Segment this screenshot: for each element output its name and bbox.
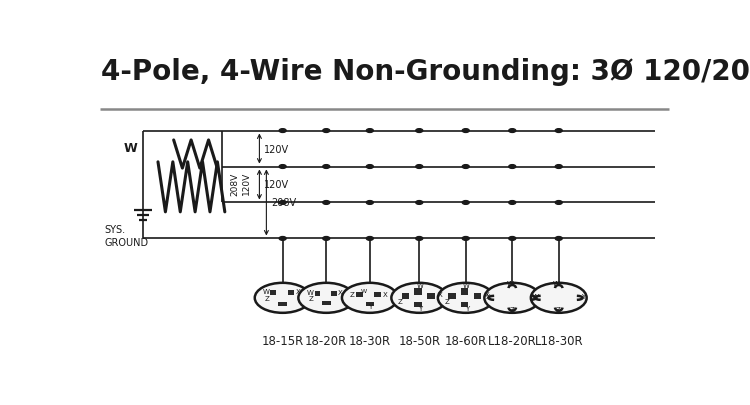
Text: X: X	[438, 292, 442, 298]
Text: 208V: 208V	[230, 173, 239, 196]
Text: X: X	[338, 289, 343, 295]
Text: W: W	[416, 282, 423, 288]
Text: W: W	[463, 282, 470, 288]
FancyBboxPatch shape	[448, 293, 456, 300]
Circle shape	[279, 237, 286, 241]
Text: Z: Z	[509, 307, 514, 313]
Text: W: W	[124, 142, 137, 155]
Circle shape	[366, 237, 374, 241]
FancyBboxPatch shape	[356, 292, 363, 297]
Text: Y: Y	[419, 305, 422, 311]
Circle shape	[509, 129, 516, 133]
Circle shape	[509, 201, 516, 205]
Circle shape	[416, 165, 423, 169]
Circle shape	[462, 237, 470, 241]
Circle shape	[322, 165, 330, 169]
Circle shape	[279, 129, 286, 133]
Circle shape	[322, 129, 330, 133]
FancyBboxPatch shape	[322, 301, 331, 305]
Text: 18-60R: 18-60R	[445, 334, 487, 347]
Circle shape	[416, 201, 423, 205]
Text: Y: Y	[581, 294, 585, 300]
FancyBboxPatch shape	[427, 293, 435, 300]
Text: 4-Pole, 4-Wire Non-Grounding: 3Ø 120/208V: 4-Pole, 4-Wire Non-Grounding: 3Ø 120/208…	[100, 58, 750, 86]
Text: 18-50R: 18-50R	[398, 334, 440, 347]
Circle shape	[462, 165, 470, 169]
Circle shape	[531, 283, 586, 313]
Text: Y: Y	[535, 294, 538, 300]
Circle shape	[462, 129, 470, 133]
Text: Z: Z	[350, 291, 355, 297]
Circle shape	[509, 165, 516, 169]
Circle shape	[555, 237, 562, 241]
Text: L18-20R: L18-20R	[488, 334, 537, 347]
Text: Z: Z	[444, 298, 449, 304]
Text: SYS.
GROUND: SYS. GROUND	[104, 225, 148, 247]
Circle shape	[462, 201, 470, 205]
Circle shape	[555, 129, 562, 133]
Circle shape	[298, 283, 354, 313]
Text: X: X	[485, 294, 490, 300]
Text: 18-15R: 18-15R	[262, 334, 304, 347]
Text: W: W	[263, 289, 270, 295]
Circle shape	[416, 129, 423, 133]
Text: X: X	[484, 292, 489, 298]
Circle shape	[279, 165, 286, 169]
Text: Z: Z	[309, 296, 314, 302]
Text: X: X	[296, 289, 300, 295]
Text: Z: Z	[265, 296, 270, 302]
Text: L18-30R: L18-30R	[535, 334, 583, 347]
Circle shape	[322, 237, 330, 241]
FancyBboxPatch shape	[271, 290, 276, 296]
Text: Z: Z	[398, 298, 403, 304]
Circle shape	[509, 237, 516, 241]
Text: W: W	[506, 280, 513, 286]
Text: W: W	[553, 280, 560, 286]
Text: 120V: 120V	[264, 144, 290, 154]
Circle shape	[438, 283, 494, 313]
Text: X: X	[532, 294, 537, 300]
FancyBboxPatch shape	[288, 290, 294, 296]
Text: W: W	[307, 289, 314, 295]
Circle shape	[555, 201, 562, 205]
FancyBboxPatch shape	[315, 291, 320, 296]
Circle shape	[322, 201, 330, 205]
Text: 120V: 120V	[242, 171, 250, 194]
FancyBboxPatch shape	[414, 288, 422, 295]
FancyBboxPatch shape	[460, 303, 468, 307]
Text: X: X	[382, 291, 387, 297]
Text: W: W	[361, 288, 367, 294]
Text: Y: Y	[368, 303, 372, 309]
FancyBboxPatch shape	[331, 291, 337, 296]
FancyBboxPatch shape	[278, 302, 287, 306]
Circle shape	[392, 283, 447, 313]
Circle shape	[255, 283, 310, 313]
Circle shape	[366, 165, 374, 169]
FancyBboxPatch shape	[474, 293, 482, 300]
FancyBboxPatch shape	[402, 293, 410, 300]
Text: 120V: 120V	[264, 180, 290, 190]
Circle shape	[342, 283, 398, 313]
Circle shape	[366, 129, 374, 133]
Circle shape	[416, 237, 423, 241]
FancyBboxPatch shape	[374, 292, 382, 297]
Text: Z: Z	[556, 307, 560, 313]
Circle shape	[366, 201, 374, 205]
Circle shape	[555, 165, 562, 169]
FancyBboxPatch shape	[414, 303, 422, 307]
Text: 208V: 208V	[271, 198, 296, 208]
Circle shape	[279, 201, 286, 205]
Text: Y: Y	[465, 305, 469, 311]
Text: 18-20R: 18-20R	[305, 334, 347, 347]
Text: 18-30R: 18-30R	[349, 334, 391, 347]
Circle shape	[484, 283, 540, 313]
FancyBboxPatch shape	[460, 288, 468, 295]
FancyBboxPatch shape	[366, 302, 374, 306]
